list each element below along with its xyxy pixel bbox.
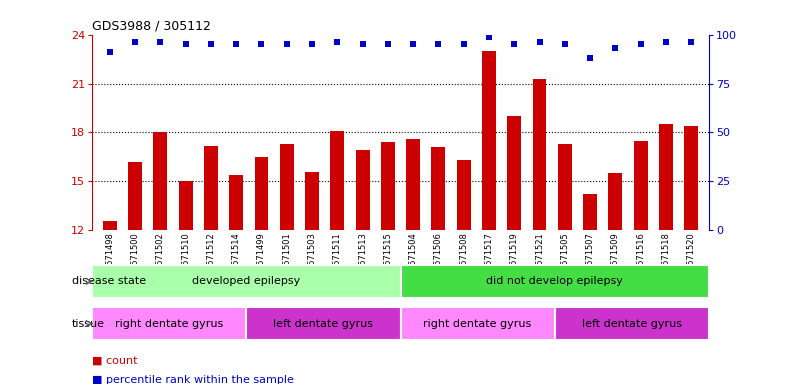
Point (356, 41, 369, 48)
Point (154, 39, 167, 45)
Point (584, 55, 597, 61)
Text: disease state: disease state (71, 276, 146, 286)
Text: GDS3988 / 305112: GDS3988 / 305112 (92, 19, 211, 32)
Point (659, 39, 672, 45)
Bar (229, 175, 244, 230)
Point (255, 41, 268, 48)
Bar (457, 160, 471, 230)
Text: ■ count: ■ count (92, 356, 138, 366)
Bar (554, 307, 709, 340)
Bar (507, 116, 521, 230)
Bar (92, 265, 400, 298)
Point (230, 41, 243, 48)
Text: left dentate gyrus: left dentate gyrus (582, 318, 682, 329)
Bar (280, 144, 294, 230)
Bar (204, 146, 218, 230)
Point (204, 41, 217, 48)
Bar (247, 307, 400, 340)
Bar (154, 132, 167, 230)
Text: right dentate gyrus: right dentate gyrus (115, 318, 223, 329)
Point (634, 41, 647, 48)
Point (533, 39, 546, 45)
Point (558, 41, 571, 48)
Bar (92, 307, 247, 340)
Text: did not develop epilepsy: did not develop epilepsy (486, 276, 623, 286)
Bar (482, 51, 496, 230)
Bar (659, 124, 673, 230)
Bar (533, 79, 546, 230)
Bar (400, 265, 709, 298)
Bar (330, 131, 344, 230)
Point (103, 49, 116, 55)
Text: left dentate gyrus: left dentate gyrus (273, 318, 373, 329)
Point (280, 41, 293, 48)
Point (457, 41, 470, 48)
Bar (255, 157, 268, 230)
Bar (381, 142, 395, 230)
Bar (356, 151, 369, 230)
Bar (634, 141, 647, 230)
Point (432, 41, 445, 48)
Bar (406, 139, 420, 230)
Point (381, 41, 394, 48)
Point (331, 39, 344, 45)
Bar (128, 162, 142, 230)
Bar (179, 180, 192, 230)
Bar (400, 307, 554, 340)
Text: ■ percentile rank within the sample: ■ percentile rank within the sample (92, 375, 294, 384)
Point (179, 41, 192, 48)
Bar (432, 147, 445, 230)
Text: developed epilepsy: developed epilepsy (192, 276, 300, 286)
Point (306, 41, 319, 48)
Bar (305, 172, 319, 230)
Point (685, 39, 698, 45)
Point (482, 33, 495, 40)
Point (129, 39, 142, 45)
Bar (557, 144, 572, 230)
Bar (684, 126, 698, 230)
Bar (103, 220, 117, 230)
Point (407, 41, 420, 48)
Text: tissue: tissue (71, 318, 105, 329)
Bar (583, 195, 597, 230)
Point (508, 41, 521, 48)
Point (609, 45, 622, 51)
Bar (609, 173, 622, 230)
Text: right dentate gyrus: right dentate gyrus (424, 318, 532, 329)
